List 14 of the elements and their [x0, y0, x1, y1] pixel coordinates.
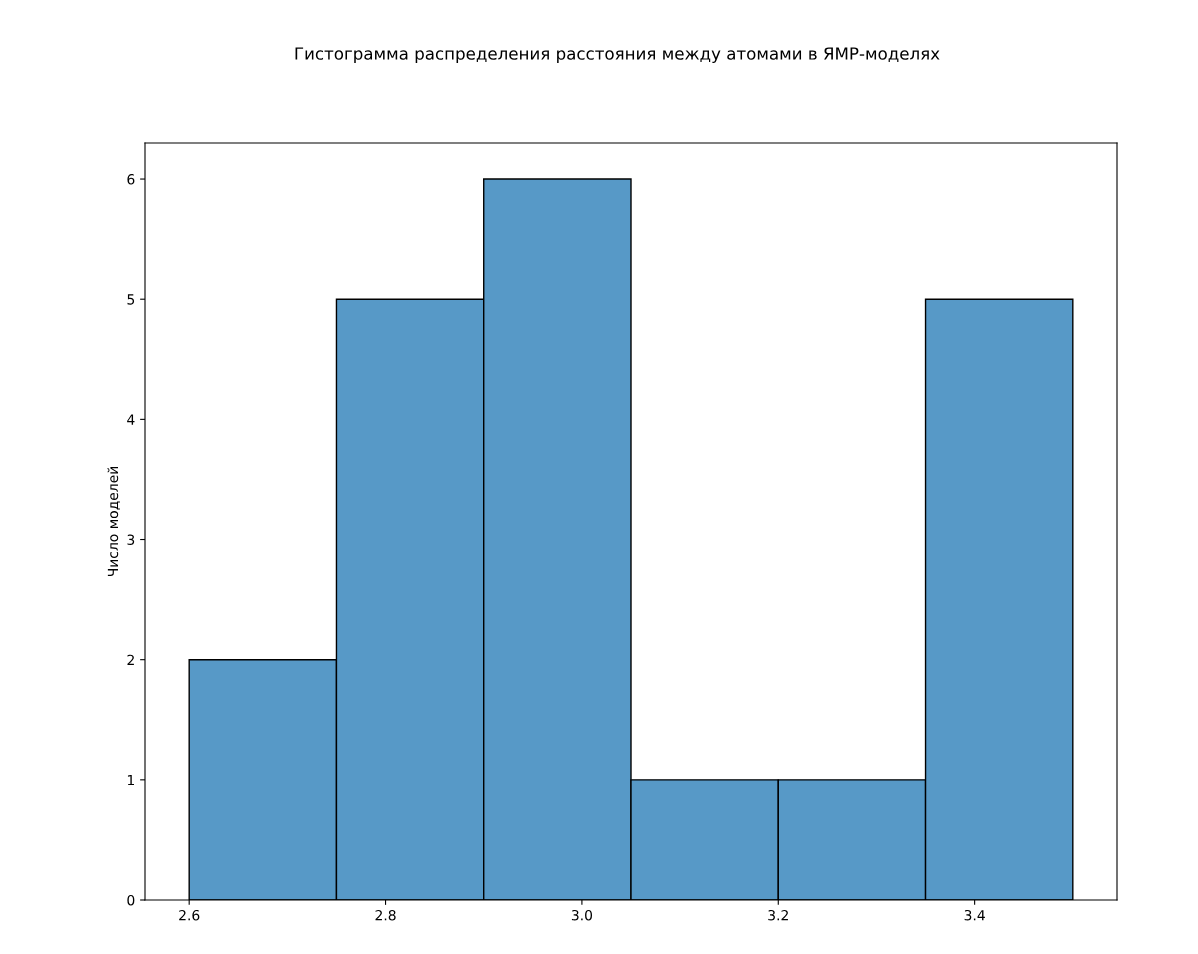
- y-axis-title: Число моделей: [107, 466, 120, 577]
- y-tick-label: 4: [127, 414, 135, 425]
- x-tick-label: 2.8: [375, 909, 396, 921]
- y-tick-label: 5: [127, 294, 135, 305]
- y-tick-label: 2: [127, 654, 134, 665]
- x-tick-label: 3.0: [571, 909, 593, 921]
- y-tick-label: 0: [127, 894, 135, 906]
- x-tick-label: 2.6: [179, 909, 200, 921]
- x-tick-label: 3.4: [964, 909, 985, 921]
- y-tick-label: 3: [127, 534, 135, 545]
- x-tick-label: 3.2: [768, 909, 788, 921]
- y-tick-label: 6: [127, 174, 135, 185]
- y-tick-label: 1: [127, 774, 134, 786]
- chart-title: Гистограмма распределения расстояния между атомами в ЯМР-моделях: [295, 47, 940, 64]
